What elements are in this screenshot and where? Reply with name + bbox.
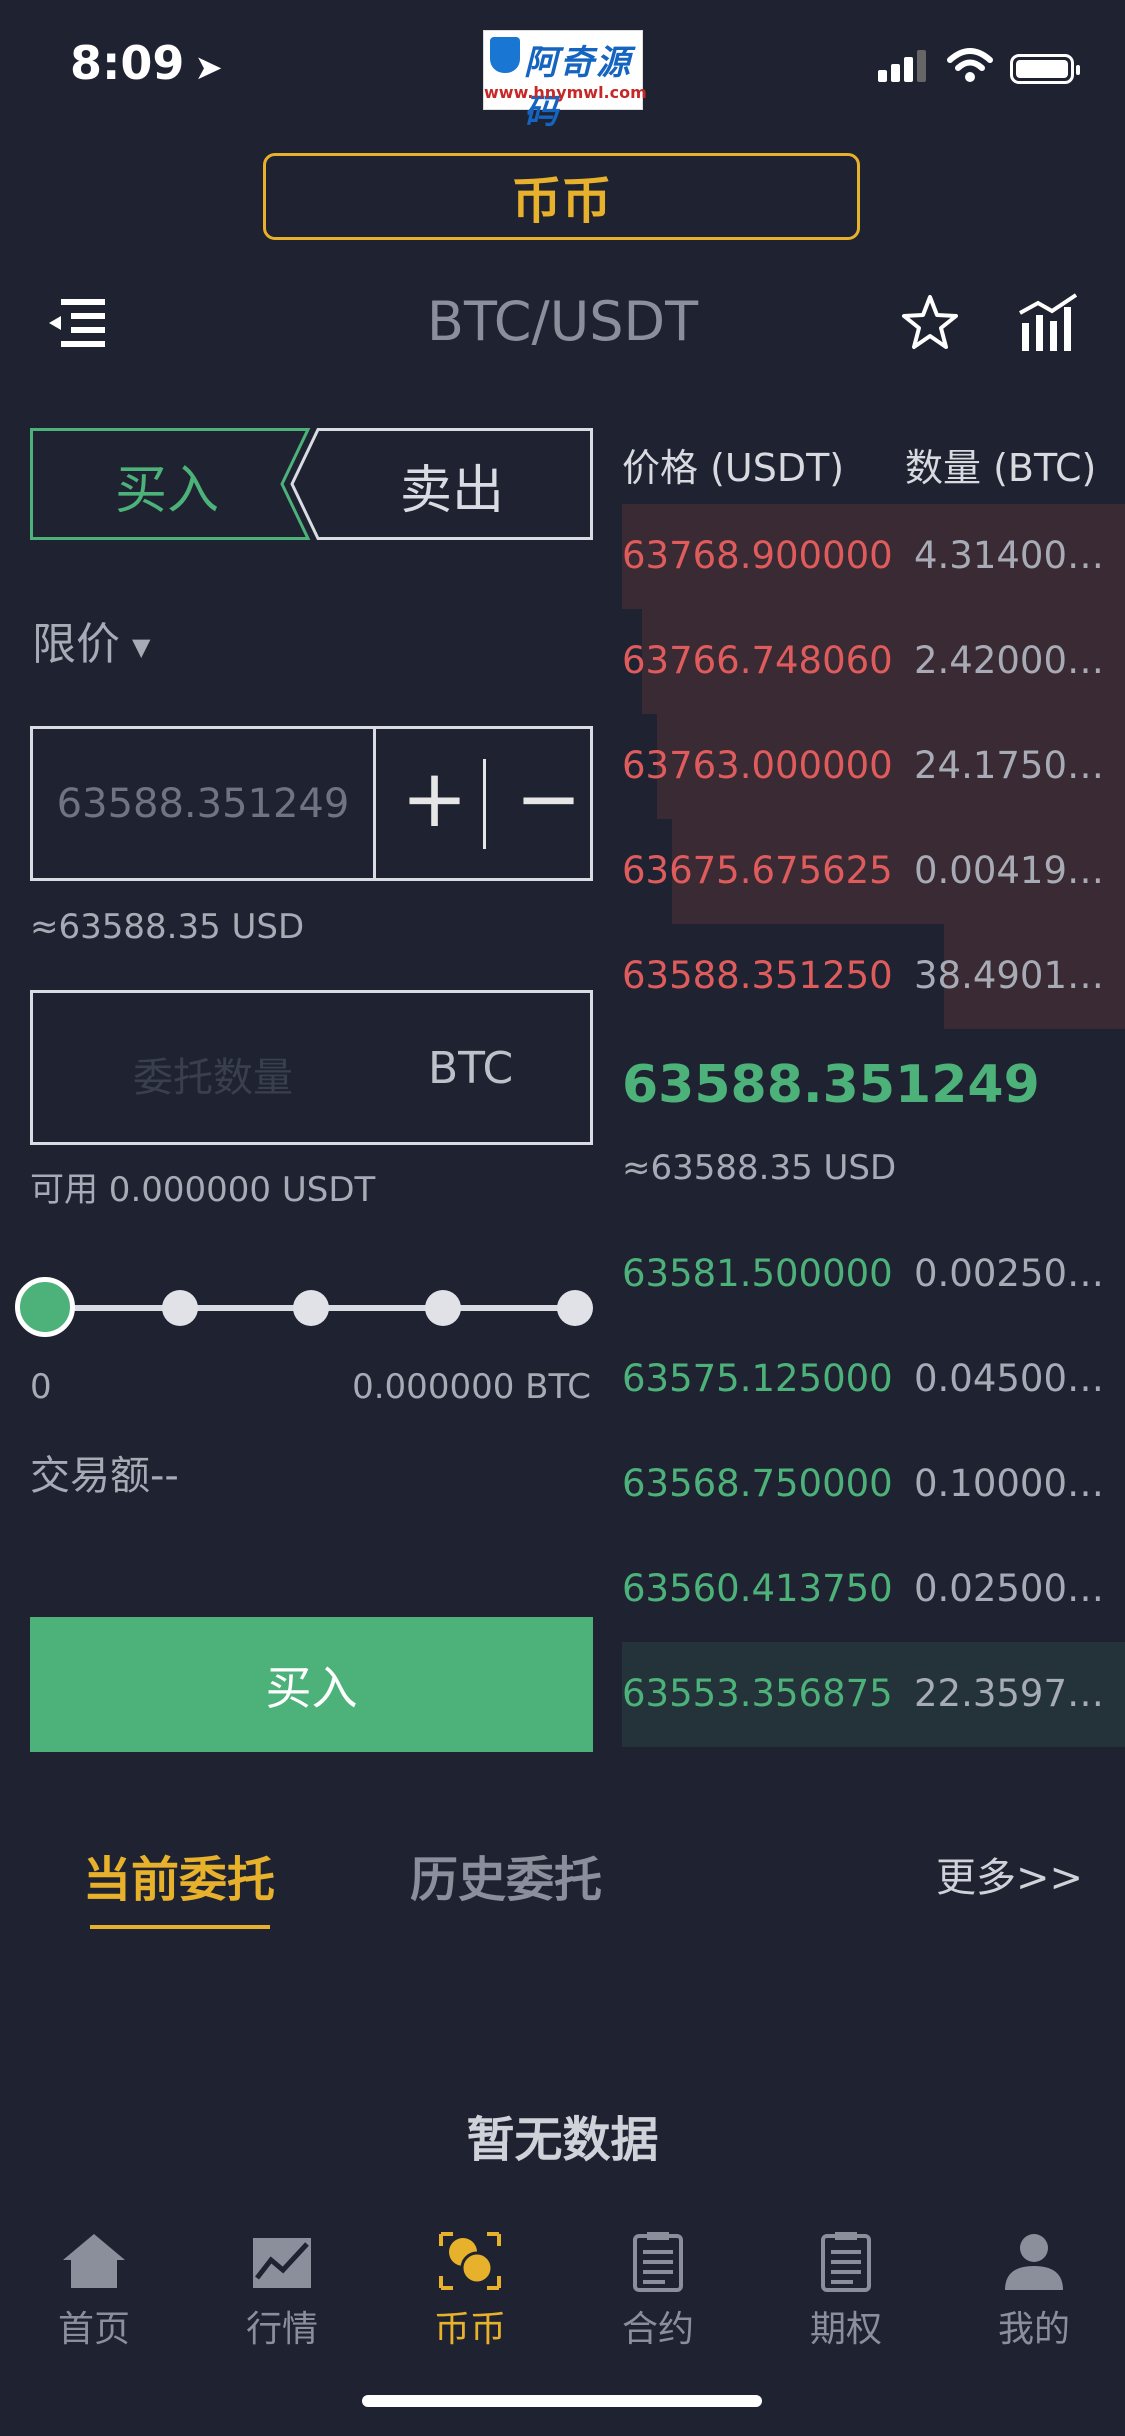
row-quantity: 2.42000…: [914, 639, 1105, 682]
price-decrease-button[interactable]: −: [515, 752, 583, 845]
row-price: 63768.900000: [622, 534, 893, 577]
watermark-title: 阿奇源码: [524, 43, 632, 132]
menu-icon[interactable]: [47, 295, 107, 351]
battery-icon: [1010, 54, 1080, 84]
ask-row[interactable]: 63588.351250 38.4901…: [622, 924, 1125, 1029]
row-quantity: 24.1750…: [914, 744, 1105, 787]
bid-row[interactable]: 63575.125000 0.04500…: [622, 1327, 1125, 1432]
kline-chart-icon[interactable]: [1018, 293, 1080, 353]
last-price: 63588.351249: [622, 1055, 1040, 1115]
ask-row[interactable]: 63768.900000 4.31400…: [622, 504, 1125, 609]
home-icon: [63, 2234, 125, 2288]
home-indicator: [362, 2395, 762, 2407]
row-price: 63560.413750: [622, 1567, 893, 1610]
slider-stop-25[interactable]: [162, 1290, 198, 1326]
cellular-signal-icon: [878, 50, 930, 82]
depth-bar: [622, 1642, 1125, 1747]
star-icon[interactable]: [900, 293, 960, 353]
caret-down-icon: ▼: [132, 633, 151, 661]
slider-stop-50[interactable]: [293, 1290, 329, 1326]
more-orders-link[interactable]: 更多>>: [936, 1855, 1084, 1901]
slider-stop-100[interactable]: [557, 1290, 593, 1326]
row-price: 63763.000000: [622, 744, 893, 787]
bid-row[interactable]: 63568.750000 0.10000…: [622, 1432, 1125, 1537]
slider-thumb[interactable]: [15, 1277, 75, 1337]
location-arrow-icon: ➤: [194, 48, 223, 88]
row-quantity: 0.00250…: [914, 1252, 1105, 1295]
row-quantity: 38.4901…: [914, 954, 1105, 997]
market-icon: [253, 2238, 311, 2288]
watermark-url: www.hnymwl.com: [484, 83, 647, 102]
nav-option[interactable]: 期权: [771, 2230, 921, 2352]
pair-title[interactable]: BTC/USDT: [426, 290, 699, 353]
slider-stop-75[interactable]: [425, 1290, 461, 1326]
tab-order-history[interactable]: 历史委托: [410, 1852, 603, 1908]
slider-min-label: 0: [30, 1367, 52, 1407]
user-icon: [1005, 2234, 1063, 2290]
row-quantity: 0.00419…: [914, 849, 1105, 892]
slider-max-label: 0.000000 BTC: [352, 1367, 591, 1407]
depth-bar: [672, 819, 1125, 924]
row-quantity: 0.02500…: [914, 1567, 1105, 1610]
submit-buy-button[interactable]: 买入: [30, 1617, 593, 1752]
ask-row[interactable]: 63766.748060 2.42000…: [622, 609, 1125, 714]
row-price: 63568.750000: [622, 1462, 893, 1505]
quantity-input-group[interactable]: 委托数量 BTC: [30, 990, 593, 1145]
price-input-group: 63588.351249 + −: [30, 726, 593, 881]
order-book-price-header: 价格 (USDT): [622, 446, 845, 490]
ask-row[interactable]: 63763.000000 24.1750…: [622, 714, 1125, 819]
nav-coin[interactable]: 币币: [395, 2230, 545, 2352]
watermark-logo: 阿奇源码 www.hnymwl.com: [483, 30, 647, 132]
bid-row[interactable]: 63560.413750 0.02500…: [622, 1537, 1125, 1642]
row-quantity: 22.3597…: [914, 1672, 1105, 1715]
row-quantity: 0.04500…: [914, 1357, 1105, 1400]
tab-current-orders[interactable]: 当前委托: [83, 1852, 276, 1908]
nav-home[interactable]: 首页: [19, 2230, 169, 2352]
price-increase-button[interactable]: +: [401, 752, 469, 845]
contract-icon: [633, 2232, 683, 2292]
bid-row[interactable]: 63553.356875 22.3597…: [622, 1642, 1125, 1747]
last-price-usd: ≈63588.35 USD: [622, 1148, 897, 1188]
depth-bar: [642, 609, 1125, 714]
row-quantity: 0.10000…: [914, 1462, 1105, 1505]
row-price: 63588.351250: [622, 954, 893, 997]
coin-icon: [439, 2232, 501, 2290]
row-price: 63766.748060: [622, 639, 893, 682]
row-price: 63581.500000: [622, 1252, 893, 1295]
active-tab-indicator: [90, 1925, 270, 1929]
nav-contract[interactable]: 合约: [583, 2230, 733, 2352]
order-type-select[interactable]: 限价 ▼: [32, 619, 151, 670]
buy-sell-toggle: 买入 卖出: [30, 428, 593, 540]
price-usd-approx: ≈63588.35 USD: [30, 907, 305, 947]
sell-tab[interactable]: 卖出: [400, 461, 505, 521]
empty-state: 暂无数据: [466, 2112, 659, 2168]
depth-bar: [622, 504, 1125, 609]
quantity-unit: BTC: [428, 1043, 514, 1094]
trade-amount: 交易额--: [30, 1453, 179, 1499]
row-price: 63675.675625: [622, 849, 893, 892]
bid-row[interactable]: 63581.500000 0.00250…: [622, 1222, 1125, 1327]
status-time: 8:09 ➤: [70, 36, 223, 90]
bull-logo-icon: [490, 37, 520, 73]
row-quantity: 4.31400…: [914, 534, 1105, 577]
option-icon: [821, 2232, 871, 2292]
quantity-input[interactable]: 委托数量: [133, 1055, 293, 1101]
mode-tab-spot[interactable]: 币币: [263, 153, 860, 240]
row-price: 63575.125000: [622, 1357, 893, 1400]
nav-market[interactable]: 行情: [207, 2230, 357, 2352]
wifi-icon: [947, 48, 993, 82]
ask-row[interactable]: 63675.675625 0.00419…: [622, 819, 1125, 924]
nav-profile[interactable]: 我的: [959, 2230, 1109, 2352]
row-price: 63553.356875: [622, 1672, 893, 1715]
order-book-qty-header: 数量 (BTC): [905, 446, 1097, 490]
price-input[interactable]: 63588.351249: [56, 781, 350, 827]
buy-tab[interactable]: 买入: [115, 461, 220, 521]
depth-bar: [657, 714, 1125, 819]
depth-bar: [943, 924, 1125, 1029]
available-balance: 可用 0.000000 USDT: [30, 1170, 376, 1210]
